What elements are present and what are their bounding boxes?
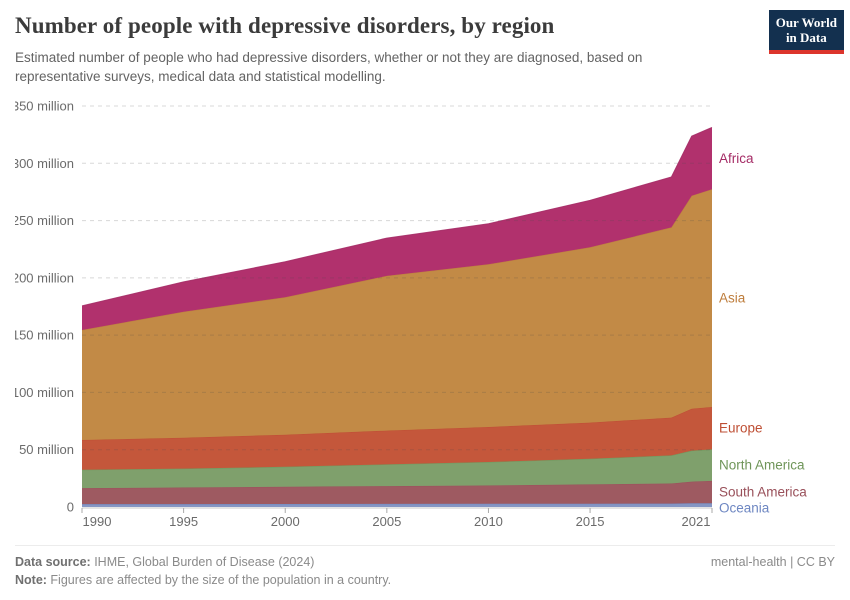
area-europe[interactable] bbox=[82, 406, 712, 470]
area-africa[interactable] bbox=[82, 127, 712, 330]
x-tick-label: 2015 bbox=[576, 514, 605, 529]
y-tick-label: 0 bbox=[67, 499, 74, 514]
y-tick-label: 200 million bbox=[15, 270, 74, 285]
area-edge-africa bbox=[81, 126, 713, 307]
page-title: Number of people with depressive disorde… bbox=[15, 13, 555, 38]
owid-logo-line2: in Data bbox=[785, 30, 827, 46]
chart-footer: Data source: IHME, Global Burden of Dise… bbox=[15, 544, 835, 591]
legend-label-europe[interactable]: Europe bbox=[719, 420, 763, 435]
legend-label-oceania[interactable]: Oceania bbox=[719, 500, 770, 515]
data-source-text: IHME, Global Burden of Disease (2024) bbox=[90, 554, 315, 569]
area-north-america[interactable] bbox=[82, 449, 712, 488]
area-asia[interactable] bbox=[82, 189, 712, 440]
owid-logo-line1: Our World bbox=[775, 15, 837, 30]
x-tick-label: 2005 bbox=[372, 514, 401, 529]
chart-container: Number of people with depressive disorde… bbox=[15, 10, 844, 529]
area-south-america[interactable] bbox=[82, 480, 712, 504]
note-line: Note: Figures are affected by the size o… bbox=[15, 571, 391, 590]
data-source-line: Data source: IHME, Global Burden of Dise… bbox=[15, 553, 391, 572]
stacked-area-chart: 0 50 million 100 million 150 million 200 mil… bbox=[15, 98, 807, 529]
legend-label-asia[interactable]: Asia bbox=[719, 290, 746, 305]
x-tick-label: 1995 bbox=[169, 514, 198, 529]
legend-label-south-america[interactable]: South America bbox=[719, 484, 807, 499]
legend-label-africa[interactable]: Africa bbox=[719, 151, 754, 166]
x-tick-label: 2000 bbox=[271, 514, 300, 529]
data-source-label: Data source: bbox=[15, 554, 91, 569]
footer-left: Data source: IHME, Global Burden of Dise… bbox=[15, 553, 391, 591]
note-text: Figures are affected by the size of the … bbox=[46, 573, 392, 588]
legend-label-north-america[interactable]: North America bbox=[719, 457, 805, 472]
x-tick-label: 2021 bbox=[682, 514, 711, 529]
y-tick-label: 150 million bbox=[15, 327, 74, 342]
license-text: mental-health | CC BY bbox=[710, 554, 835, 569]
owid-logo[interactable]: Our World in Data bbox=[768, 10, 844, 54]
y-tick-label: 100 million bbox=[15, 385, 74, 400]
y-tick-label: 300 million bbox=[15, 156, 74, 171]
y-tick-label: 350 million bbox=[15, 98, 74, 113]
note-label: Note: bbox=[15, 573, 47, 588]
x-tick-label: 1990 bbox=[83, 514, 112, 529]
x-tick-label: 2010 bbox=[474, 514, 503, 529]
chart-subtitle: Estimated number of people who had depre… bbox=[15, 49, 643, 85]
y-tick-label: 50 million bbox=[19, 442, 74, 457]
y-tick-label: 250 million bbox=[15, 213, 74, 228]
